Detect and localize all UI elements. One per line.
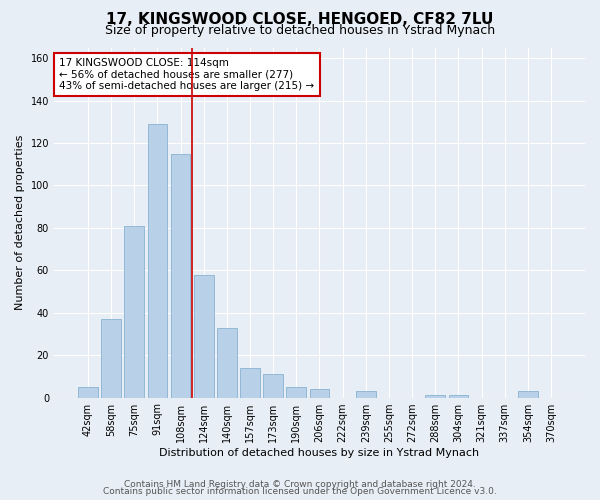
Bar (310, 389, 329, 398)
Bar (217, 328, 236, 398)
Text: 17 KINGSWOOD CLOSE: 114sqm
← 56% of detached houses are smaller (277)
43% of sem: 17 KINGSWOOD CLOSE: 114sqm ← 56% of deta… (59, 58, 314, 91)
Bar (449, 396, 468, 398)
X-axis label: Distribution of detached houses by size in Ystrad Mynach: Distribution of detached houses by size … (160, 448, 479, 458)
Text: Size of property relative to detached houses in Ystrad Mynach: Size of property relative to detached ho… (105, 24, 495, 37)
Bar (425, 396, 445, 398)
Text: Contains public sector information licensed under the Open Government Licence v3: Contains public sector information licen… (103, 487, 497, 496)
Text: 17, KINGSWOOD CLOSE, HENGOED, CF82 7LU: 17, KINGSWOOD CLOSE, HENGOED, CF82 7LU (106, 12, 494, 28)
Bar (148, 124, 167, 398)
Bar (518, 391, 538, 398)
Bar (78, 387, 98, 398)
Bar (263, 374, 283, 398)
Text: Contains HM Land Registry data © Crown copyright and database right 2024.: Contains HM Land Registry data © Crown c… (124, 480, 476, 489)
Bar (356, 391, 376, 398)
Bar (124, 226, 144, 398)
Bar (101, 319, 121, 398)
Y-axis label: Number of detached properties: Number of detached properties (15, 135, 25, 310)
Bar (170, 154, 190, 398)
Bar (286, 387, 306, 398)
Bar (194, 274, 214, 398)
Bar (240, 368, 260, 398)
